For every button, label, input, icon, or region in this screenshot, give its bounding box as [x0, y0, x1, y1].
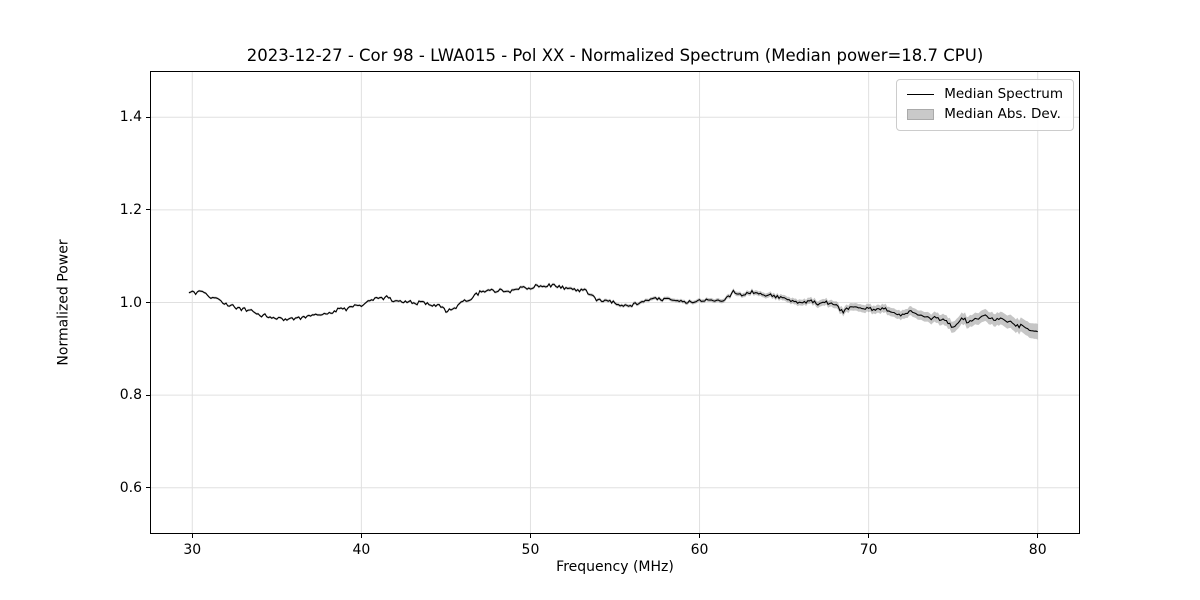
median-abs-dev-patch-swatch-icon — [907, 109, 935, 120]
x-tick-mark-70 — [868, 534, 870, 538]
x-tick-mark-50 — [529, 534, 531, 538]
legend-label: Median Spectrum — [944, 86, 1063, 102]
median-spectrum-line-swatch-icon — [907, 94, 935, 95]
legend-entry-median-abs-dev: Median Abs. Dev. — [907, 106, 1063, 123]
y-axis-label: Normalized Power — [55, 239, 72, 366]
y-tick-mark-0.6 — [146, 487, 150, 489]
x-tick-label-80: 80 — [1028, 542, 1047, 558]
chart-canvas — [150, 71, 1080, 534]
x-tick-label-50: 50 — [521, 542, 540, 558]
x-axis-label: Frequency (MHz) — [556, 559, 674, 575]
y-tick-label-0.8: 0.8 — [119, 387, 142, 404]
y-tick-mark-1.4 — [146, 116, 150, 118]
chart-title: 2023-12-27 - Cor 98 - LWA015 - Pol XX - … — [246, 46, 984, 65]
y-tick-label-1.2: 1.2 — [119, 201, 142, 218]
y-tick-label-1.0: 1.0 — [119, 294, 142, 311]
y-tick-label-0.6: 0.6 — [119, 479, 142, 496]
legend-entry-median-spectrum: Median Spectrum — [907, 86, 1063, 103]
mad-band-area — [188, 282, 1038, 340]
y-tick-mark-1.2 — [146, 209, 150, 211]
y-tick-mark-1.0 — [146, 302, 150, 303]
x-tick-label-30: 30 — [183, 542, 202, 558]
x-tick-mark-60 — [699, 534, 701, 538]
legend-label: Median Abs. Dev. — [944, 106, 1061, 122]
x-tick-mark-80 — [1037, 534, 1039, 538]
median-spectrum-line — [188, 282, 1038, 333]
legend: Median Spectrum Median Abs. Dev. — [896, 79, 1074, 131]
x-tick-label-40: 40 — [352, 542, 371, 558]
x-tick-label-60: 60 — [690, 542, 709, 558]
y-tick-mark-0.8 — [146, 394, 150, 396]
x-tick-mark-40 — [360, 534, 362, 538]
y-tick-label-1.4: 1.4 — [119, 109, 142, 126]
x-tick-label-70: 70 — [859, 542, 878, 558]
x-tick-mark-30 — [191, 534, 193, 538]
